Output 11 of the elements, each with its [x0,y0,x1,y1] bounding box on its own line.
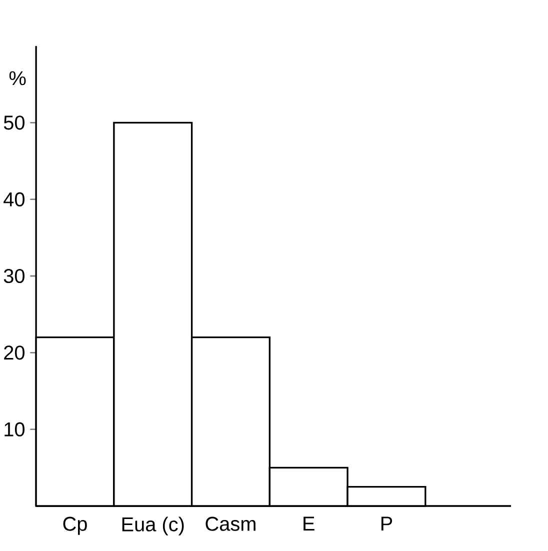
y-tick-label: 20 [4,346,24,360]
x-tick-label: P [381,516,392,531]
x-tick-label: Casm [206,516,256,531]
x-tick-label: E [304,516,314,531]
y-tick-label: 30 [4,268,24,284]
y-axis-title: % [9,71,26,86]
y-tick-label: 10 [4,422,24,436]
y-tick-label: 50 [4,116,24,130]
x-tick-label: Eua (c) [122,516,184,536]
y-tick-label: 40 [4,192,24,206]
x-tick-label: Cp [63,516,87,535]
